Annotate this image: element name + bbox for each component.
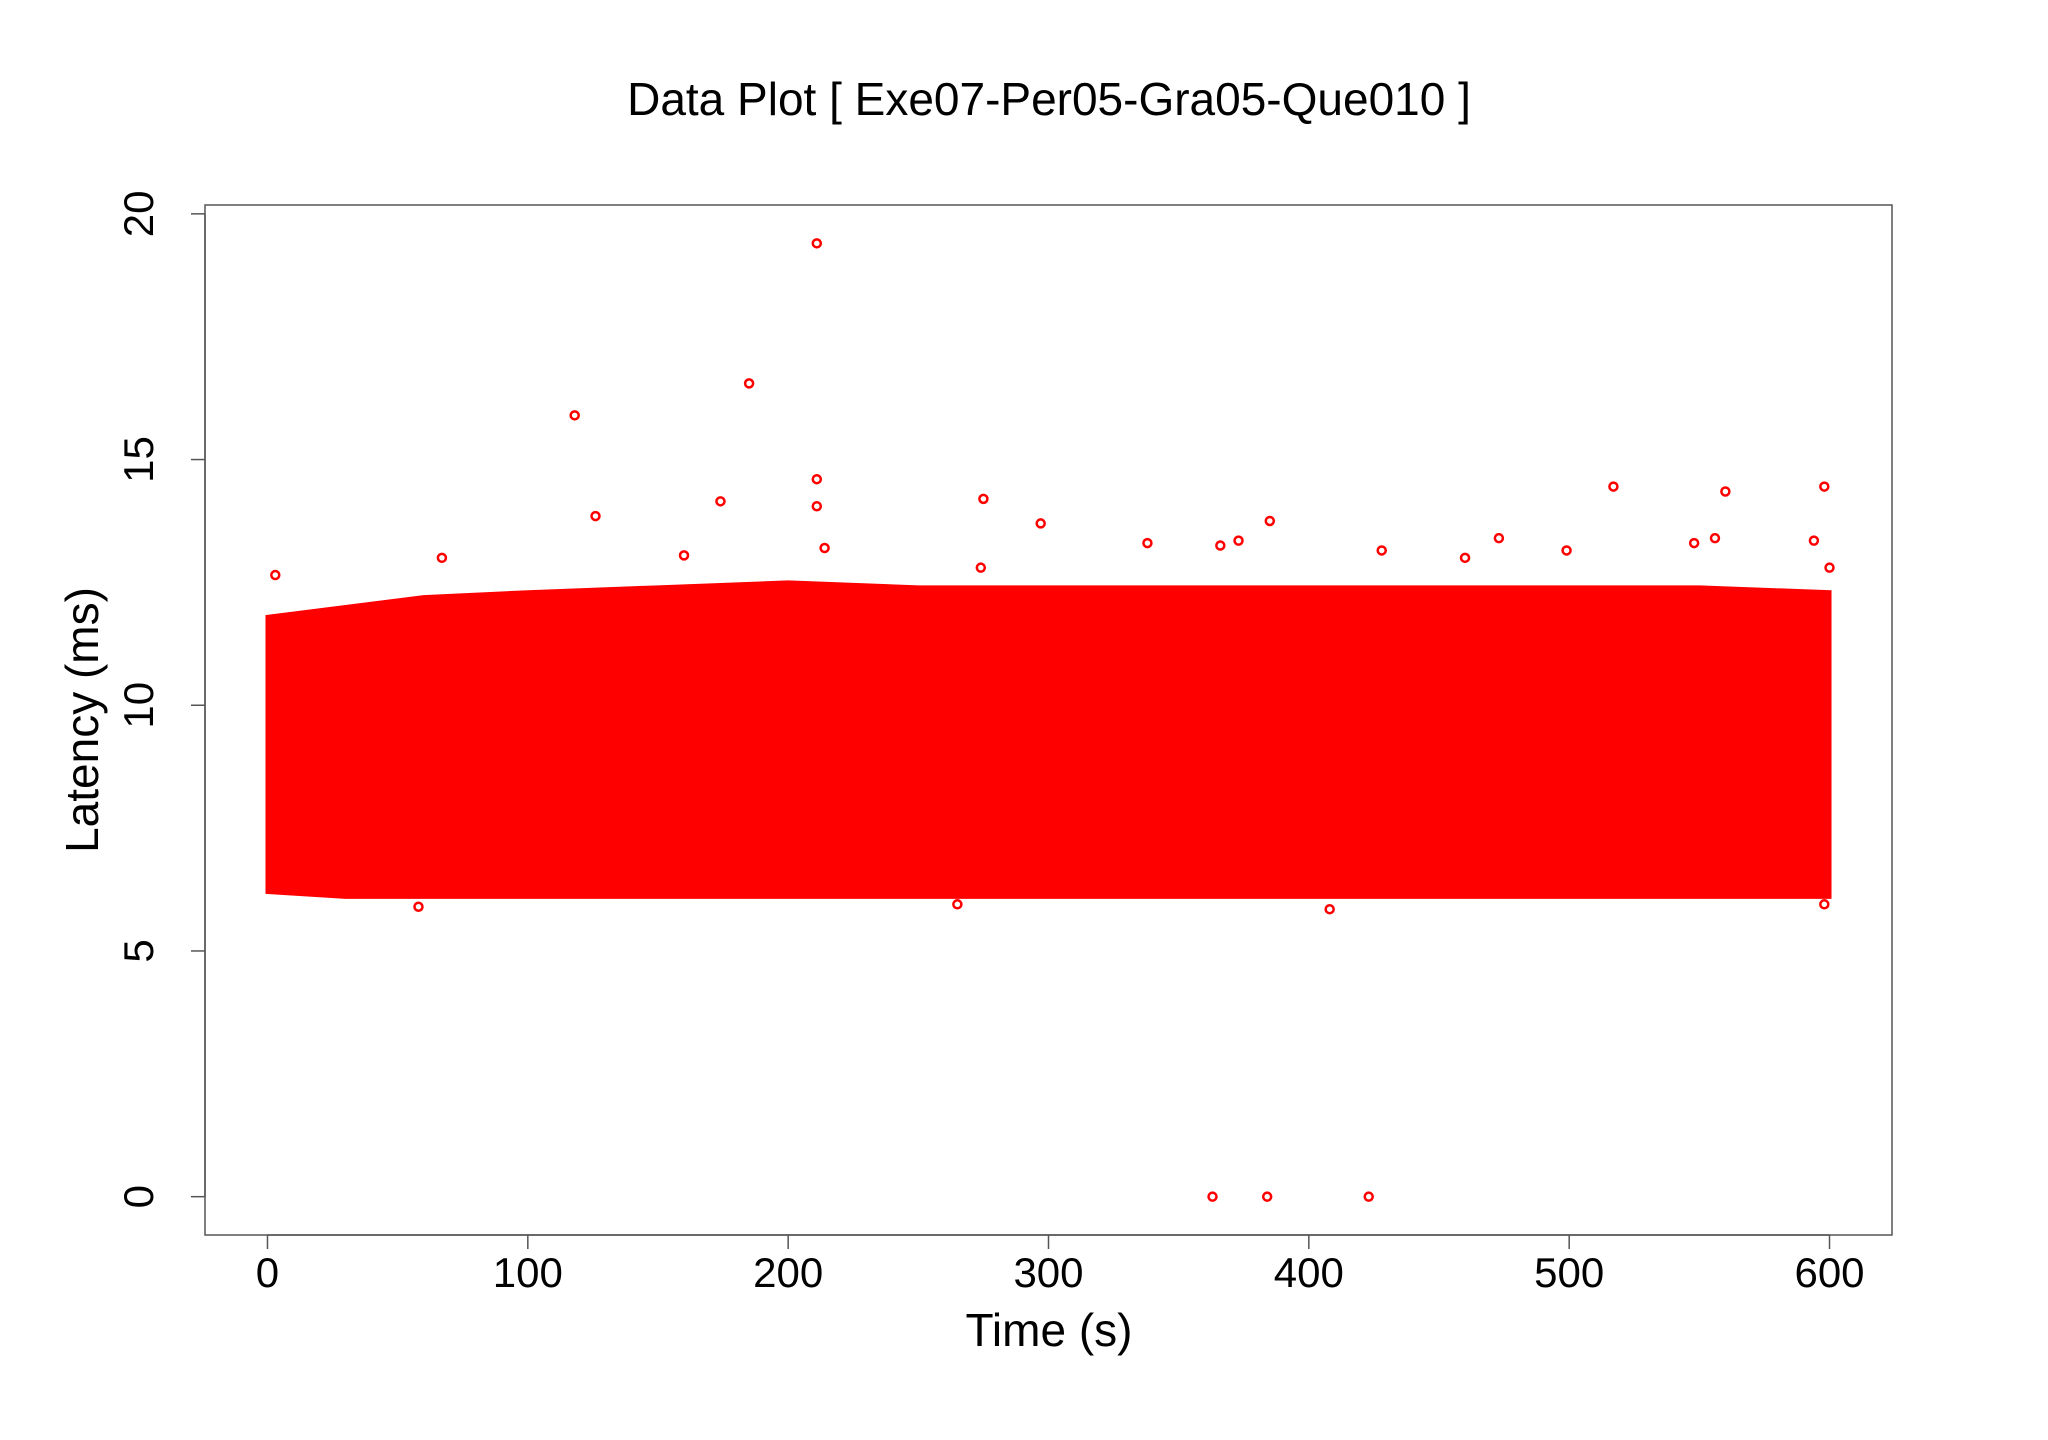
point [811,500,823,512]
x-tick-label: 300 [1013,1249,1083,1296]
point [952,899,963,910]
x-tick-label: 100 [493,1249,563,1296]
point [1324,903,1335,915]
point [1824,562,1835,573]
point [978,493,989,505]
x-tick-label: 200 [753,1249,823,1296]
point [1261,1191,1273,1202]
point [1709,532,1721,544]
point [1720,486,1731,497]
point [1561,545,1572,556]
point [811,473,823,485]
point [1608,481,1619,492]
point [1819,481,1830,492]
point [819,542,830,554]
x-tick-label: 400 [1274,1249,1344,1296]
chart-title: Data Plot [ Exe07-Per05-Gra05-Que010 ] [627,73,1471,125]
point [1264,515,1276,527]
point [436,552,448,564]
point [270,569,281,581]
y-tick-label: 5 [115,939,162,962]
x-axis-label: Time (s) [966,1304,1133,1356]
point [1819,899,1830,910]
density-band [265,580,1832,899]
point [715,496,726,507]
x-tick-label: 600 [1794,1249,1864,1296]
y-tick-label: 10 [115,682,162,729]
point [743,378,755,389]
point [1215,540,1226,551]
point [569,410,580,421]
x-tick-label: 0 [256,1249,279,1296]
x-tick-label: 500 [1534,1249,1604,1296]
point [678,550,690,561]
y-tick-label: 15 [115,436,162,483]
y-axis-label: Latency (ms) [56,587,108,853]
point [1363,1191,1374,1202]
point [413,901,424,912]
point [1142,537,1153,549]
point [975,562,987,573]
point [590,510,601,522]
y-tick-label: 0 [115,1185,162,1208]
point [1493,532,1505,544]
point [1459,552,1471,564]
y-tick-label: 20 [115,190,162,237]
point [1808,535,1820,546]
point [1207,1191,1218,1202]
point [1233,535,1244,546]
point [1035,518,1046,529]
point [1376,545,1387,556]
point [811,238,823,249]
point [1688,537,1700,549]
